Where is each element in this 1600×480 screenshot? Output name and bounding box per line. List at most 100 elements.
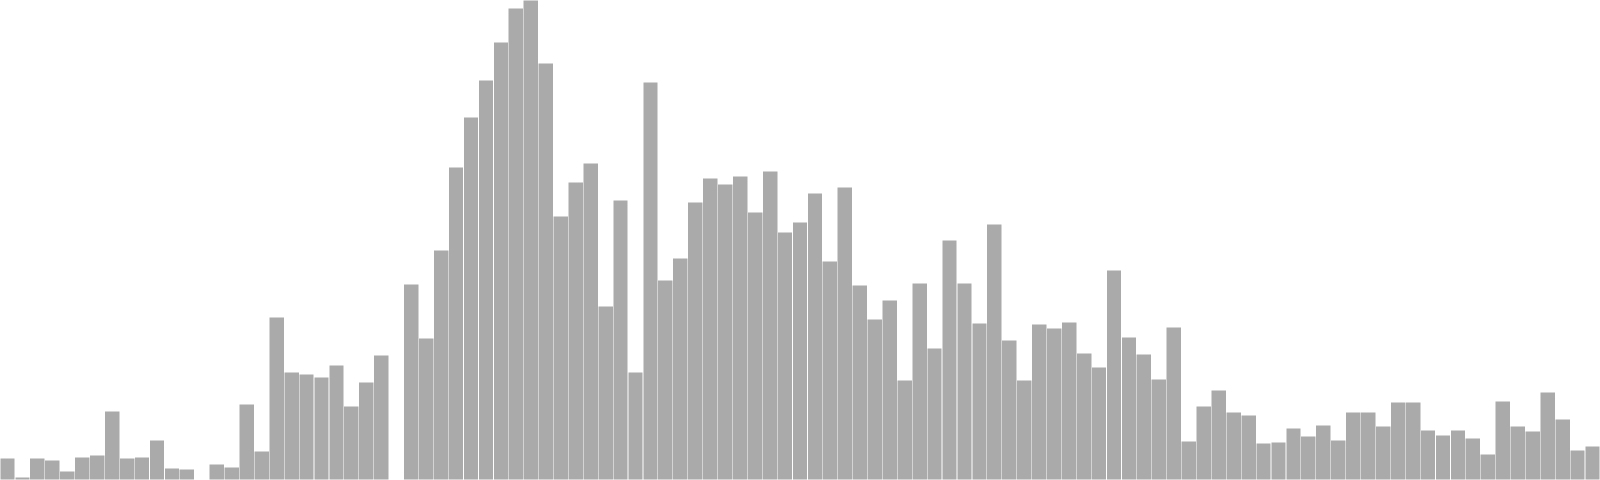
histogram-bar	[1136, 353, 1152, 480]
histogram-bar	[538, 62, 554, 480]
histogram-bar	[1166, 326, 1182, 480]
histogram-bar	[762, 170, 778, 480]
histogram-bar	[1524, 430, 1541, 480]
histogram-bar	[971, 322, 988, 480]
histogram-bar	[29, 457, 46, 480]
histogram-bar	[1016, 379, 1033, 480]
histogram-bar	[523, 0, 539, 480]
histogram-bar	[298, 373, 315, 480]
histogram-bar	[1554, 418, 1571, 480]
histogram-bar	[149, 439, 165, 480]
histogram-bar	[1076, 352, 1092, 480]
histogram-bar	[343, 405, 360, 480]
histogram-bar	[612, 199, 629, 480]
histogram-bar	[702, 177, 719, 480]
histogram-bar	[463, 116, 479, 480]
histogram-bar	[1181, 440, 1197, 480]
histogram-bar	[866, 318, 883, 480]
histogram-bar	[253, 450, 270, 480]
histogram-bar	[313, 376, 330, 480]
histogram-bar	[717, 183, 734, 480]
histogram-bar	[44, 459, 61, 480]
histogram-bar	[777, 231, 793, 480]
histogram-bar	[597, 305, 614, 480]
histogram-bar	[164, 467, 180, 480]
histogram-bar	[508, 7, 524, 480]
histogram-bar	[403, 283, 419, 480]
histogram-bar	[1345, 411, 1362, 480]
histogram-bar	[1240, 414, 1257, 480]
histogram-bar	[1300, 435, 1317, 480]
histogram-bar	[89, 454, 105, 480]
histogram-bar	[1046, 327, 1062, 480]
histogram-bar	[1315, 424, 1332, 480]
histogram-bar	[807, 192, 823, 480]
histogram-bar	[283, 371, 300, 480]
histogram-bar	[1225, 411, 1242, 480]
histogram-bar	[792, 221, 808, 480]
histogram-bar	[1031, 323, 1048, 480]
histogram-bar	[1569, 449, 1586, 480]
histogram-bar	[941, 239, 958, 480]
histogram-bar	[1210, 389, 1227, 480]
histogram-bar	[1495, 400, 1511, 480]
histogram-bar	[1061, 321, 1077, 480]
histogram-bar	[238, 403, 255, 480]
histogram-bar	[956, 282, 973, 480]
histogram-bar	[552, 215, 569, 480]
histogram-bar	[1405, 401, 1421, 480]
histogram-bar	[822, 260, 838, 480]
histogram-bar	[1121, 336, 1137, 480]
histogram-bar	[1480, 453, 1496, 480]
histogram-bar	[1450, 429, 1466, 480]
histogram-bar	[926, 347, 943, 480]
histogram-bar	[0, 457, 16, 480]
histogram-bar	[358, 381, 375, 480]
histogram-bar	[582, 162, 599, 480]
histogram-bar	[448, 166, 464, 480]
histogram-bar	[1435, 434, 1451, 480]
histogram-bar	[1509, 425, 1526, 480]
histogram-bar	[1151, 378, 1167, 480]
histogram-bar	[747, 211, 763, 480]
histogram-bar	[268, 316, 285, 480]
histogram-bar	[1091, 366, 1107, 480]
histogram-bar	[567, 181, 584, 480]
histogram-bar	[1420, 429, 1436, 480]
histogram-bar	[134, 456, 150, 480]
histogram-bar	[119, 457, 135, 480]
histogram-bar	[1375, 425, 1391, 480]
histogram-bar	[852, 284, 868, 480]
histogram-bar	[179, 468, 195, 480]
histogram-bar	[418, 337, 434, 480]
histogram-bar	[657, 279, 674, 480]
histogram-bar	[881, 299, 898, 480]
histogram-bar	[104, 410, 120, 480]
histogram-bar	[627, 371, 644, 480]
histogram-bar	[1584, 445, 1600, 480]
histogram-bar	[74, 456, 91, 480]
histogram-bar	[1465, 437, 1481, 480]
histogram-bar	[1001, 339, 1018, 480]
histogram-bar	[478, 79, 494, 480]
histogram-bar	[59, 470, 76, 480]
histogram-bar	[1195, 405, 1212, 480]
histogram-bar	[837, 186, 853, 480]
histogram-bar	[986, 223, 1003, 480]
histogram-bar	[1106, 269, 1122, 480]
histogram-bar	[1390, 401, 1406, 480]
histogram-bar	[1330, 439, 1347, 480]
histogram-bar	[672, 257, 689, 480]
histogram-bar	[687, 201, 704, 480]
histogram-bar	[1360, 411, 1376, 480]
histogram-bar	[1285, 427, 1302, 480]
histogram-bar	[373, 354, 390, 480]
histogram-bar	[209, 463, 225, 480]
histogram-bar	[642, 81, 659, 480]
histogram-bar	[896, 379, 913, 480]
histogram-bar	[911, 282, 928, 480]
histogram-bar	[732, 175, 748, 480]
